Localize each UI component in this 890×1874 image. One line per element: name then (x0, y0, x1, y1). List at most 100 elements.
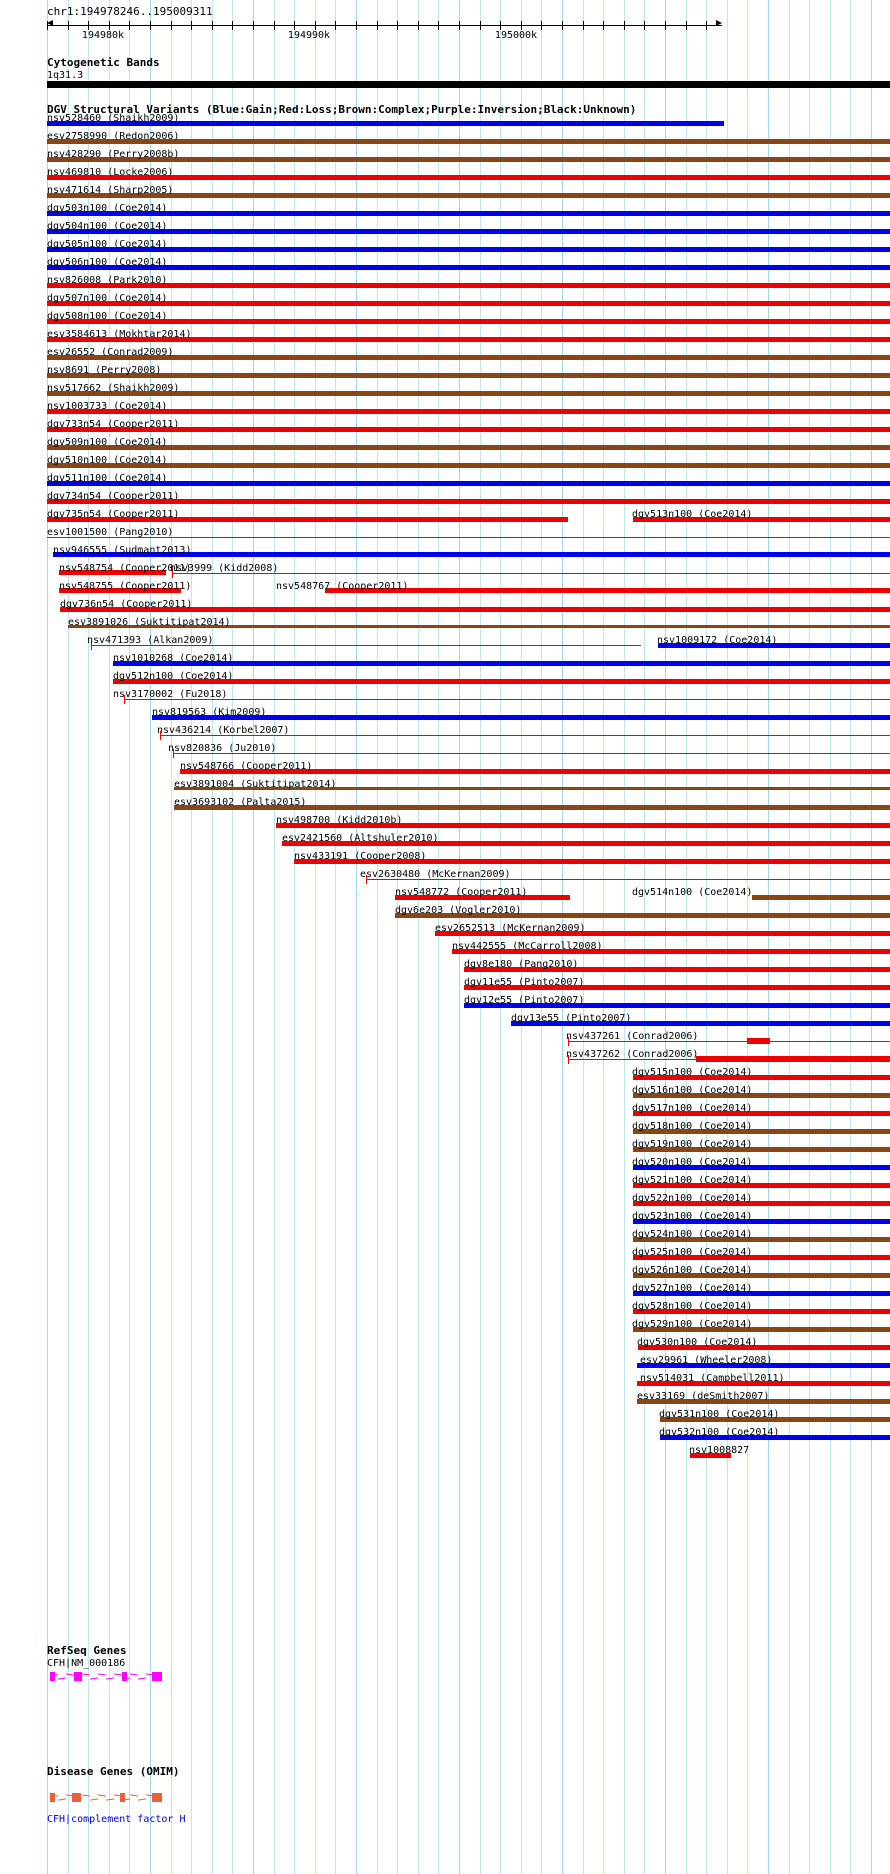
variant-bar[interactable] (747, 1038, 770, 1044)
variant-track-label[interactable]: esv3584613 (Mokhtar2014) (47, 329, 192, 340)
variant-bar[interactable] (59, 570, 166, 575)
variant-track-label[interactable]: dgv733n54 (Cooper2011) (47, 419, 180, 430)
variant-whisker-line[interactable] (160, 735, 890, 736)
variant-track-label[interactable]: dgv6e203 (Vogler2010) (395, 905, 522, 916)
variant-bar[interactable] (47, 337, 890, 342)
variant-bar[interactable] (633, 1165, 890, 1170)
variant-bar[interactable] (435, 931, 890, 936)
variant-track-label[interactable]: dgv515n100 (Coe2014) (632, 1067, 753, 1078)
variant-bar[interactable] (690, 1453, 731, 1458)
variant-bar[interactable] (633, 1075, 890, 1080)
variant-track-label[interactable]: dgv510n100 (Coe2014) (47, 455, 168, 466)
variant-whisker-line[interactable] (91, 645, 641, 646)
variant-whisker-line[interactable] (172, 573, 890, 574)
variant-bar[interactable] (660, 1435, 890, 1440)
variant-track-label[interactable]: dgv518n100 (Coe2014) (632, 1121, 753, 1132)
variant-bar[interactable] (47, 391, 890, 396)
variant-track-label[interactable]: dgv507n100 (Coe2014) (47, 293, 168, 304)
variant-bar[interactable] (633, 1309, 890, 1314)
variant-track-label[interactable]: nsv436214 (Korbel2007) (157, 725, 290, 736)
variant-bar[interactable] (464, 967, 890, 972)
variant-bar[interactable] (113, 661, 890, 666)
variant-bar[interactable] (47, 301, 890, 306)
variant-track-label[interactable]: esv29961 (Wheeler2008) (640, 1355, 773, 1366)
variant-bar[interactable] (47, 175, 890, 180)
variant-bar[interactable] (395, 913, 890, 918)
variant-bar[interactable] (633, 1093, 890, 1098)
gene-exon[interactable] (152, 1672, 162, 1681)
variant-bar[interactable] (47, 517, 568, 522)
variant-track-label[interactable]: nsv8691 (Perry2008) (47, 365, 162, 376)
variant-track-label[interactable]: dgv521n100 (Coe2014) (632, 1175, 753, 1186)
variant-bar[interactable] (452, 949, 890, 954)
variant-bar[interactable] (294, 859, 890, 864)
variant-track-label[interactable]: esv2652513 (McKernan2009) (435, 923, 586, 934)
variant-bar[interactable] (113, 679, 890, 684)
variant-track-label[interactable]: dgv12e55 (Pinto2007) (464, 995, 585, 1006)
gene-exon[interactable] (72, 1793, 81, 1802)
variant-track-label[interactable]: dgv512n100 (Coe2014) (113, 671, 234, 682)
variant-track-label[interactable]: dgv13e55 (Pinto2007) (511, 1013, 632, 1024)
gene-exon[interactable] (152, 1793, 162, 1802)
variant-bar[interactable] (638, 1345, 890, 1350)
variant-track-label[interactable]: nsv471393 (Alkan2009) (87, 635, 214, 646)
variant-bar[interactable] (633, 1183, 890, 1188)
variant-track-label[interactable]: esv3891004 (Suktitipat2014) (174, 779, 337, 790)
variant-track-label[interactable]: nsv3170002 (Fu2018) (113, 689, 228, 700)
variant-bar[interactable] (47, 319, 890, 324)
variant-track-label[interactable]: nsv528460 (Shaikh2009) (47, 113, 180, 124)
variant-track-label[interactable]: dgv516n100 (Coe2014) (632, 1085, 753, 1096)
variant-bar[interactable] (325, 588, 890, 593)
variant-track-label[interactable]: nsv498700 (Kidd2010b) (276, 815, 403, 826)
variant-bar[interactable] (47, 481, 890, 486)
variant-track-label[interactable]: nsv1008827 (689, 1445, 750, 1456)
variant-bar[interactable] (47, 355, 890, 360)
variant-track-label[interactable]: esv1001500 (Pang2010) (47, 527, 174, 538)
variant-track-label[interactable]: nsv548766 (Cooper2011) (180, 761, 313, 772)
variant-track-label[interactable]: esv2421560 (Altshuler2010) (282, 833, 439, 844)
variant-bar[interactable] (696, 1056, 890, 1062)
variant-track-label[interactable]: nsv548755 (Cooper2011) (59, 581, 192, 592)
variant-track-label[interactable]: dgv506n100 (Coe2014) (47, 257, 168, 268)
variant-track-label[interactable]: dgv514n100 (Coe2014) (632, 887, 753, 898)
variant-bar[interactable] (633, 517, 890, 522)
variant-bar[interactable] (47, 283, 890, 288)
variant-track-label[interactable]: nsv471614 (Sharp2005) (47, 185, 174, 196)
variant-track-label[interactable]: esv3693102 (Palta2015) (174, 797, 307, 808)
variant-whisker-line[interactable] (568, 1041, 890, 1042)
variant-track-label[interactable]: dgv529n100 (Coe2014) (632, 1319, 753, 1330)
variant-whisker-line[interactable] (366, 879, 890, 880)
variant-track-label[interactable]: esv3891026 (Suktitipat2014) (68, 617, 231, 628)
variant-bar[interactable] (47, 265, 890, 270)
variant-track-label[interactable]: dgv522n100 (Coe2014) (632, 1193, 753, 1204)
variant-track-label[interactable]: dgv526n100 (Coe2014) (632, 1265, 753, 1276)
variant-track-label[interactable]: nsv437262 (Conrad2006) (566, 1049, 699, 1060)
variant-track-label[interactable]: nsv1009172 (Coe2014) (657, 635, 778, 646)
variant-bar[interactable] (633, 1255, 890, 1260)
variant-bar[interactable] (633, 1237, 890, 1242)
variant-whisker-line[interactable] (47, 537, 890, 538)
variant-bar[interactable] (47, 463, 890, 468)
variant-track-label[interactable]: dgv528n100 (Coe2014) (632, 1301, 753, 1312)
variant-bar[interactable] (660, 1417, 890, 1422)
variant-bar[interactable] (395, 895, 570, 900)
variant-track-label[interactable]: dgv525n100 (Coe2014) (632, 1247, 753, 1258)
variant-bar[interactable] (658, 643, 890, 648)
variant-track-label[interactable]: dgv505n100 (Coe2014) (47, 239, 168, 250)
variant-bar[interactable] (180, 769, 890, 774)
variant-track-label[interactable]: dgv531n100 (Coe2014) (659, 1409, 780, 1420)
variant-track-label[interactable]: dgv509n100 (Coe2014) (47, 437, 168, 448)
variant-bar[interactable] (47, 139, 890, 144)
variant-track-label[interactable]: dgv523n100 (Coe2014) (632, 1211, 753, 1222)
variant-track-label[interactable]: nsv548754 (Cooper2011) (59, 563, 192, 574)
gene-exon[interactable] (122, 1672, 127, 1681)
variant-bar[interactable] (637, 1399, 890, 1404)
variant-track-label[interactable]: dgv735n54 (Cooper2011) (47, 509, 180, 520)
variant-bar[interactable] (633, 1201, 890, 1206)
variant-track-label[interactable]: nsv469810 (Locke2006) (47, 167, 174, 178)
variant-bar[interactable] (47, 247, 890, 252)
variant-bar[interactable] (47, 445, 890, 450)
gene-exon[interactable] (50, 1793, 55, 1802)
variant-track-label[interactable]: dgv8e180 (Pang2010) (464, 959, 579, 970)
variant-track-label[interactable]: nsv3999 (Kidd2008) (170, 563, 279, 574)
